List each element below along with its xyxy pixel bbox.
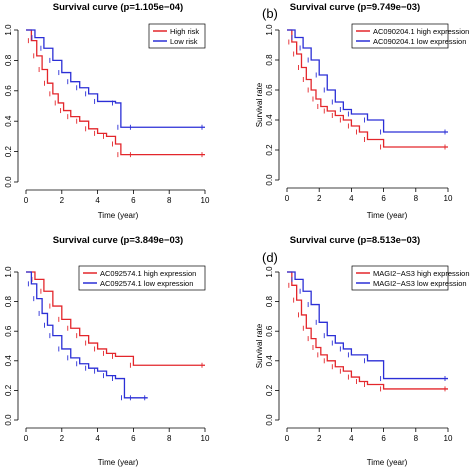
- x-tick-label: 4: [349, 434, 354, 443]
- y-tick-label: 0.4: [265, 114, 274, 126]
- x-tick-label: 8: [167, 196, 172, 205]
- y-tick-label: 1.0: [4, 266, 13, 278]
- legend-entry-2: AC090204.1 low expression: [373, 37, 466, 46]
- x-tick-label: 10: [444, 434, 453, 443]
- chart-title: Survival curve (p=9.749e−03): [290, 2, 420, 13]
- series-line-2: [287, 29, 448, 133]
- x-tick-label: 2: [317, 434, 322, 443]
- x-tick-label: 8: [167, 434, 172, 443]
- panel-2: Survival curve (p=9.749e−03) (b) 0 2 4 6 8 10 Ti…: [255, 2, 469, 220]
- x-tick-label: 4: [349, 194, 354, 203]
- legend-box: [351, 265, 449, 291]
- legend-entry-2: MAGI2−AS3 low expression: [373, 279, 467, 288]
- y-tick-label: 0.2: [4, 145, 13, 157]
- plot-area: [285, 26, 450, 182]
- legend-box: [78, 265, 206, 291]
- legend-entry-1: AC090204.1 high expression: [373, 27, 469, 36]
- legend-entry-1: MAGI2−AS3 high expression: [373, 269, 470, 278]
- y-tick-label: 1.0: [265, 266, 274, 278]
- x-axis-label: Time (year): [98, 211, 139, 220]
- x-tick-label: 10: [201, 434, 210, 443]
- x-tick-label: 0: [285, 434, 290, 443]
- series-line-2: [287, 271, 448, 380]
- y-tick-label: 0.6: [4, 85, 13, 97]
- x-tick-label: 0: [285, 194, 290, 203]
- x-tick-label: 2: [60, 196, 65, 205]
- y-tick-label: 0.6: [4, 325, 13, 337]
- y-tick-label: 0.0: [4, 176, 13, 188]
- legend-entry-2: Low risk: [170, 37, 198, 46]
- x-tick-label: 6: [381, 434, 386, 443]
- x-tick-label: 4: [95, 196, 100, 205]
- x-tick-label: 0: [24, 434, 29, 443]
- y-tick-label: 0.8: [4, 54, 13, 66]
- panel-3: Survival curve (p=3.849e−03) 0 2 4 6 8 10 Time …: [4, 235, 210, 467]
- panel-4: Survival curve (p=8.513e−03) (d) 0 2 4 6 8 10 Ti…: [255, 235, 470, 467]
- x-axis-label: Time (year): [367, 211, 408, 220]
- x-tick-label: 6: [131, 434, 136, 443]
- y-axis-label: Survival rate: [255, 323, 264, 368]
- y-tick-label: 0.8: [265, 295, 274, 307]
- legend-entry-1: AC092574.1 high expression: [100, 269, 196, 278]
- y-tick-label: 0.4: [265, 355, 274, 367]
- y-tick-label: 0.2: [265, 384, 274, 396]
- panel-label: (b): [262, 6, 278, 21]
- x-tick-label: 8: [414, 434, 419, 443]
- y-tick-label: 0.6: [265, 84, 274, 96]
- y-tick-label: 0.6: [265, 325, 274, 337]
- y-axis-label: Survival rate: [255, 82, 264, 127]
- x-axis-label: Time (year): [367, 458, 408, 467]
- series-line-2: [26, 29, 205, 128]
- panel-1: Survival curve (p=1.105e−04) 0 2 4 6 8 10 Time …: [4, 2, 210, 220]
- legend-box: [148, 23, 206, 49]
- plot-area: [24, 26, 207, 184]
- series-line-1: [287, 29, 448, 148]
- x-tick-label: 2: [60, 434, 65, 443]
- series-line-1: [26, 29, 205, 156]
- series-line-2: [26, 271, 148, 399]
- series-line-1: [287, 271, 448, 390]
- x-tick-label: 4: [95, 434, 100, 443]
- y-tick-label: 0.8: [4, 295, 13, 307]
- chart-title: Survival curve (p=1.105e−04): [53, 2, 183, 13]
- y-tick-label: 0.0: [265, 174, 274, 186]
- legend-entry-1: High risk: [170, 27, 199, 36]
- chart-title: Survival curve (p=8.513e−03): [290, 235, 420, 246]
- x-tick-label: 10: [201, 196, 210, 205]
- x-tick-label: 8: [414, 194, 419, 203]
- y-tick-label: 0.0: [265, 414, 274, 426]
- chart-title: Survival curve (p=3.849e−03): [53, 235, 183, 246]
- x-tick-label: 6: [131, 196, 136, 205]
- y-tick-label: 1.0: [265, 24, 274, 36]
- legend-box: [351, 23, 449, 49]
- y-tick-label: 0.2: [265, 144, 274, 156]
- series-line-1: [26, 271, 205, 366]
- x-axis-label: Time (year): [98, 458, 139, 467]
- legend-entry-2: AC092574.1 low expression: [100, 279, 193, 288]
- y-tick-label: 0.4: [4, 355, 13, 367]
- y-tick-label: 1.0: [4, 24, 13, 36]
- y-tick-label: 0.0: [4, 414, 13, 426]
- y-tick-label: 0.2: [4, 384, 13, 396]
- y-tick-label: 0.4: [4, 115, 13, 127]
- y-tick-label: 0.8: [265, 54, 274, 66]
- x-tick-label: 0: [24, 196, 29, 205]
- x-tick-label: 2: [317, 194, 322, 203]
- x-tick-label: 10: [444, 194, 453, 203]
- x-tick-label: 6: [381, 194, 386, 203]
- panel-label: (d): [262, 250, 278, 265]
